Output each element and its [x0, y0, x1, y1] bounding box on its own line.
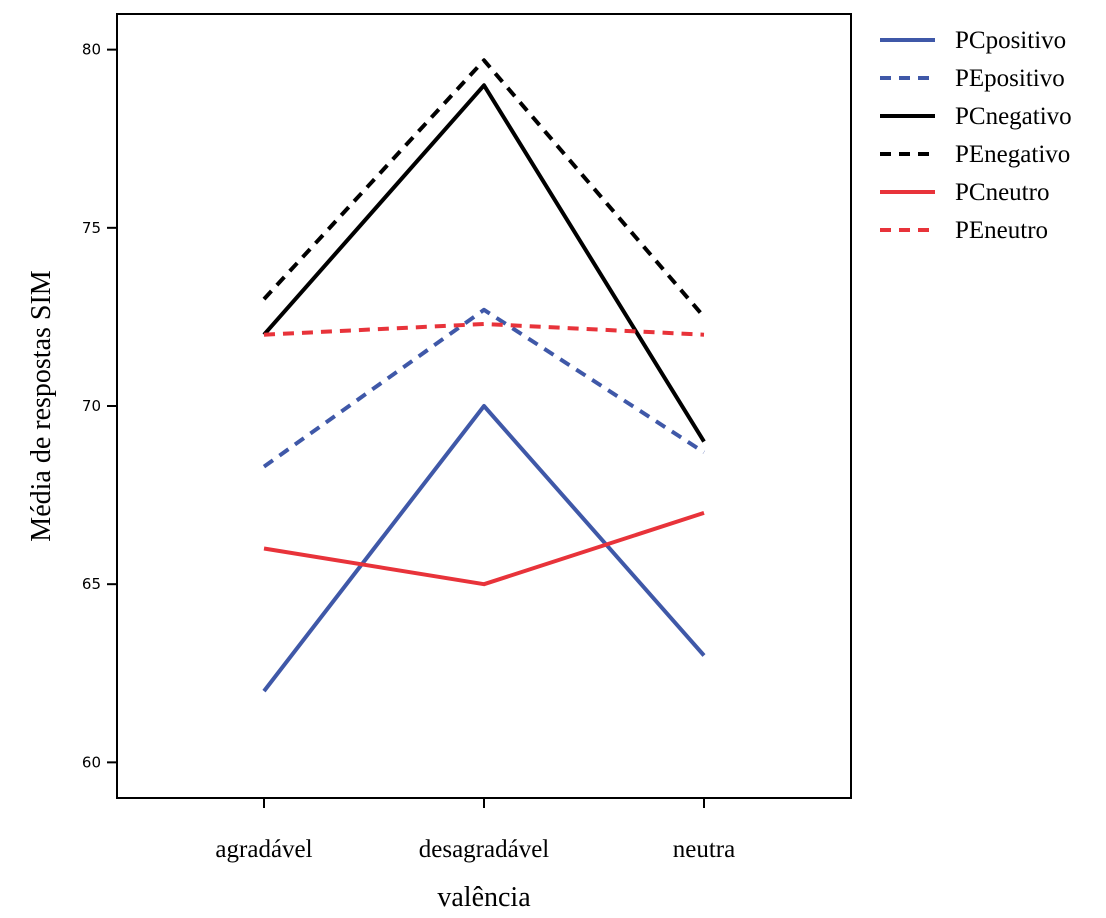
x-tick-label: agradável: [215, 836, 312, 863]
y-tick-label: 65: [82, 575, 101, 593]
series-layer: [262, 58, 706, 693]
series-line-pcpositivo: [262, 404, 706, 693]
legend: PCpositivo PEpositivo PCnegativo PEnegativo…: [880, 27, 1072, 244]
legend-label: PEneutro: [955, 217, 1048, 244]
y-tick-label: 80: [82, 41, 101, 59]
y-axis-title: Média de respostas SIM: [26, 270, 57, 542]
legend-item: PCneutro: [880, 179, 1049, 206]
legend-label: PCneutro: [955, 179, 1049, 206]
series-line-pepositivo: [262, 307, 706, 469]
legend-label: PEpositivo: [955, 65, 1065, 92]
legend-item: PCpositivo: [880, 27, 1066, 54]
x-tick-label: neutra: [673, 836, 735, 863]
x-axis-title: valência: [437, 882, 531, 913]
legend-item: PEpositivo: [880, 65, 1065, 92]
series-line-peneutro: [263, 322, 705, 337]
series-line-penegativo: [262, 58, 706, 319]
legend-item: PEneutro: [880, 217, 1048, 244]
legend-label: PCnegativo: [955, 103, 1072, 130]
legend-item: PCnegativo: [880, 103, 1072, 130]
series-line-pcneutro: [263, 510, 705, 587]
y-tick-label: 75: [82, 219, 101, 237]
x-tick-label: desagradável: [419, 836, 550, 863]
legend-label: PEnegativo: [955, 141, 1070, 168]
y-tick-label: 60: [82, 753, 101, 771]
y-tick-label: 70: [82, 397, 101, 415]
x-axis: agradável desagradável neutra: [215, 798, 735, 863]
legend-item: PEnegativo: [880, 141, 1070, 168]
legend-label: PCpositivo: [955, 27, 1066, 54]
y-axis: 60 65 70 75 80: [82, 41, 117, 771]
series-line-pcnegativo: [262, 83, 706, 443]
